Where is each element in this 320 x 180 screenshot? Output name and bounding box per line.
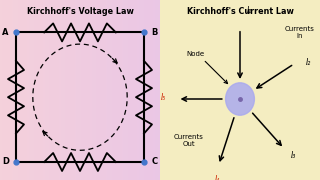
Text: B: B: [151, 28, 157, 37]
Text: C: C: [151, 158, 157, 166]
Text: Kirchhoff's Current Law: Kirchhoff's Current Law: [187, 7, 293, 16]
Text: I₅: I₅: [161, 93, 166, 102]
Text: I₃: I₃: [291, 151, 296, 160]
Text: I₂: I₂: [306, 58, 311, 67]
Text: A: A: [2, 28, 9, 37]
Text: I₄: I₄: [214, 175, 220, 180]
Circle shape: [226, 83, 254, 115]
Text: D: D: [2, 158, 9, 166]
Text: Currents
Out: Currents Out: [174, 134, 204, 147]
Text: Kirchhoff's Voltage Law: Kirchhoff's Voltage Law: [27, 7, 133, 16]
Text: Node: Node: [186, 51, 204, 57]
Text: Currents
In: Currents In: [284, 26, 314, 39]
Text: I₁: I₁: [247, 6, 252, 15]
